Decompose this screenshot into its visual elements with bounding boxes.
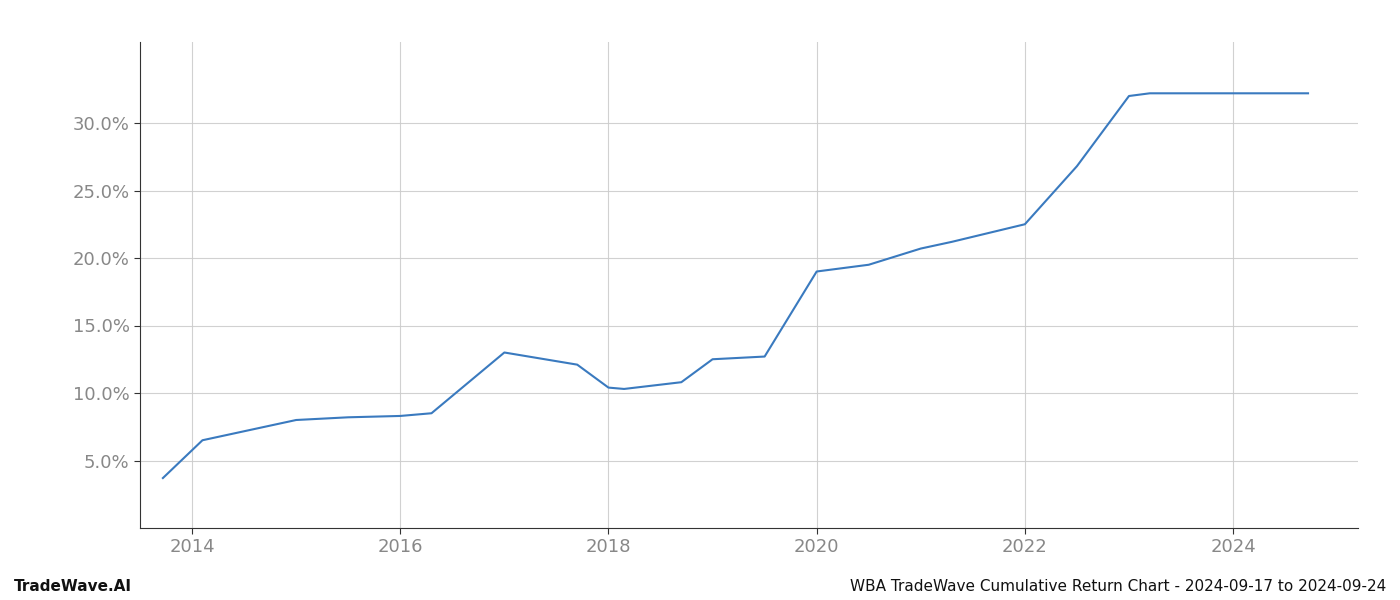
Text: TradeWave.AI: TradeWave.AI <box>14 579 132 594</box>
Text: WBA TradeWave Cumulative Return Chart - 2024-09-17 to 2024-09-24: WBA TradeWave Cumulative Return Chart - … <box>850 579 1386 594</box>
